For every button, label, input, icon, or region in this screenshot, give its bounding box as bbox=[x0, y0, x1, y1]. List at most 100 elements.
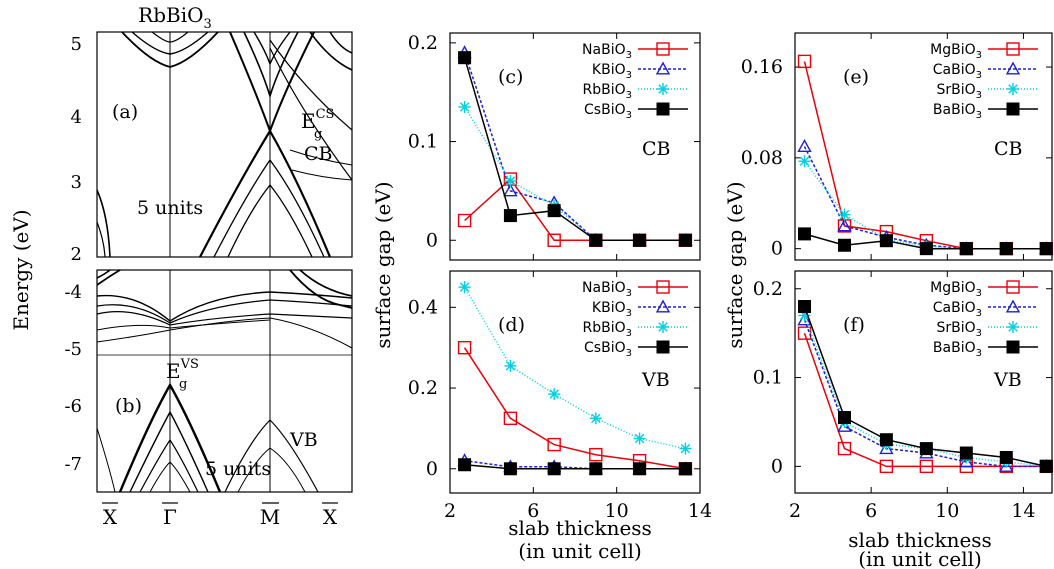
band-line bbox=[229, 31, 315, 134]
data-point-marker bbox=[589, 447, 603, 462]
band-line bbox=[149, 461, 191, 493]
data-point-marker bbox=[879, 234, 893, 248]
kpoint-label: X bbox=[323, 505, 338, 529]
band-b-band-label: VB bbox=[289, 429, 318, 451]
band-line bbox=[227, 183, 313, 258]
data-point-marker bbox=[838, 208, 851, 221]
band-line bbox=[96, 299, 353, 324]
panel-label: (f) bbox=[843, 314, 865, 336]
plot-frame bbox=[794, 32, 1053, 261]
x-tick-label: 14 bbox=[688, 500, 712, 522]
series-rbbio bbox=[458, 281, 692, 455]
band-line bbox=[289, 149, 353, 166]
data-point-marker bbox=[547, 462, 561, 476]
series-csbio bbox=[458, 458, 692, 476]
data-point-marker bbox=[504, 359, 517, 372]
band-line bbox=[329, 31, 353, 54]
x-tick-label: 6 bbox=[527, 500, 539, 522]
band-line bbox=[96, 269, 111, 279]
y-tick-label: 0.1 bbox=[753, 367, 783, 389]
data-point-marker bbox=[1005, 61, 1021, 75]
data-point-marker bbox=[589, 462, 603, 476]
gap-ylabel-right: surface gap (eV) bbox=[723, 181, 747, 348]
legend-label: SrBiO3 bbox=[936, 320, 982, 339]
band-line bbox=[243, 31, 299, 99]
gap-ylabel-left: surface gap (eV) bbox=[371, 181, 395, 348]
band-line bbox=[291, 169, 353, 181]
band-line bbox=[237, 447, 306, 493]
band-b-gap-label: EVS bbox=[166, 357, 199, 383]
kpoint-label: Γ bbox=[163, 505, 177, 529]
legend-label: BaBiO3 bbox=[933, 340, 982, 359]
band-line bbox=[96, 269, 121, 286]
gap-panel-d: 0 0.2 0.4 2 6 10 14 (d) VB NaBiO3KBiO3RbBiO3CsBiO… bbox=[408, 270, 712, 522]
data-point-marker bbox=[1039, 242, 1053, 256]
band-b-ytick: -6 bbox=[64, 396, 82, 417]
band-b-ytick: -5 bbox=[64, 339, 82, 360]
band-line bbox=[121, 31, 219, 68]
series-nabio bbox=[457, 340, 693, 476]
legend-label: RbBiO3 bbox=[582, 82, 632, 101]
band-a-gap-label: ECS bbox=[301, 107, 334, 133]
band-b-units-label: 5 units bbox=[205, 458, 271, 480]
legend-label: CaBiO3 bbox=[933, 300, 982, 319]
series-line bbox=[464, 177, 686, 242]
legend-label: CsBiO3 bbox=[584, 102, 632, 121]
legend-label: NaBiO3 bbox=[582, 280, 632, 299]
legend-label: BaBiO3 bbox=[933, 102, 982, 121]
data-point-marker bbox=[504, 175, 517, 188]
data-point-marker bbox=[458, 51, 472, 65]
band-a-ytick: 3 bbox=[71, 172, 82, 193]
data-point-marker bbox=[919, 442, 933, 456]
band-line bbox=[269, 39, 353, 131]
kpoint-labels: X Γ M X bbox=[102, 502, 338, 529]
x-tick-label: 2 bbox=[444, 500, 456, 522]
band-panel-b: -4 -5 -6 -7 (b) 5 units VB EVS g bbox=[64, 269, 353, 493]
data-point-marker bbox=[503, 209, 517, 223]
data-point-marker bbox=[1039, 459, 1053, 473]
data-point-marker bbox=[1006, 102, 1020, 116]
data-point-marker bbox=[999, 242, 1013, 256]
data-point-marker bbox=[503, 462, 517, 476]
data-point-marker bbox=[959, 242, 973, 256]
plot-frame bbox=[449, 32, 701, 261]
x-tick-label: 2 bbox=[789, 500, 801, 522]
band-b-gap-sub: g bbox=[179, 377, 187, 392]
data-point-marker bbox=[656, 102, 670, 116]
band-line bbox=[213, 158, 325, 258]
band-line bbox=[96, 317, 353, 349]
series-babio bbox=[798, 227, 1053, 256]
band-line bbox=[96, 427, 116, 493]
data-point-marker bbox=[798, 155, 811, 168]
panel-label: (e) bbox=[843, 66, 869, 88]
data-point-marker bbox=[656, 340, 670, 354]
data-point-marker bbox=[656, 280, 670, 294]
series-line bbox=[463, 286, 686, 450]
data-point-marker bbox=[547, 204, 561, 218]
data-point-marker bbox=[837, 411, 851, 425]
band-a-ytick: 5 bbox=[71, 34, 82, 55]
data-point-marker bbox=[678, 462, 692, 476]
data-point-marker bbox=[1005, 299, 1021, 313]
data-point-marker bbox=[919, 459, 934, 474]
band-lines-a bbox=[96, 31, 353, 258]
legend-label: MgBiO3 bbox=[930, 42, 982, 61]
band-line bbox=[299, 269, 353, 297]
data-point-marker bbox=[919, 242, 933, 256]
x-tick-label: 10 bbox=[605, 500, 629, 522]
data-point-marker bbox=[679, 442, 692, 455]
legend-label: CsBiO3 bbox=[584, 340, 632, 359]
band-b-ytick: -7 bbox=[64, 454, 82, 475]
band-line bbox=[96, 291, 353, 322]
band-line bbox=[129, 410, 209, 493]
x-tick-label: 10 bbox=[935, 500, 959, 522]
y-tick-label: 0.16 bbox=[741, 56, 783, 78]
data-point-marker bbox=[797, 54, 812, 69]
data-point-marker bbox=[797, 139, 812, 153]
series-nabio bbox=[457, 172, 693, 247]
data-point-marker bbox=[457, 340, 472, 355]
legend-label: RbBiO3 bbox=[582, 320, 632, 339]
